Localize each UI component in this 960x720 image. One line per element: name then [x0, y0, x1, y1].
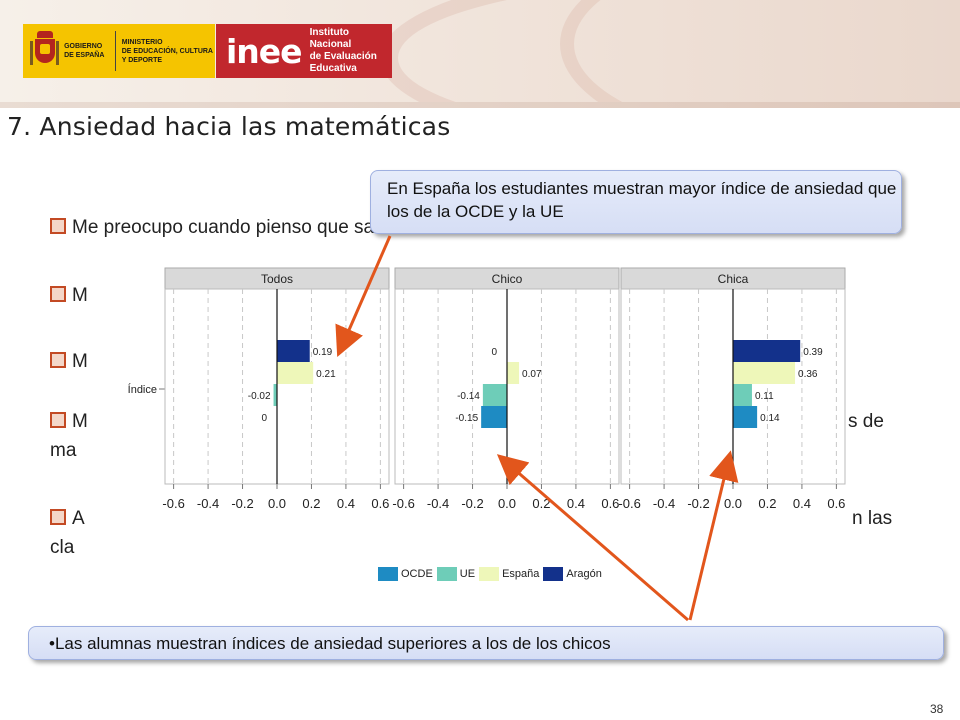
legend-label: OCDE [401, 568, 433, 580]
bullet-item: M [50, 285, 88, 307]
legend-swatch [436, 567, 457, 581]
data-label: 0.14 [760, 413, 780, 424]
bar-ue [482, 384, 507, 406]
data-label: -0.02 [248, 391, 271, 402]
bullet-text: A [72, 508, 85, 529]
bar-españa [507, 362, 520, 384]
chart-canvas: Índice Todos -0.6 -0.4 -0.2 0.0 0.2 0.4 0.6 0.19 0… [128, 267, 846, 511]
x-tick-label: -0.2 [461, 496, 483, 511]
bullet-continuation: cla [50, 537, 75, 558]
x-tick-label: -0.2 [687, 496, 709, 511]
bullet-item: M [50, 411, 88, 433]
x-tick-label: -0.6 [162, 496, 184, 511]
bar-ocde [733, 406, 758, 428]
x-tick-label: -0.4 [653, 496, 675, 511]
inee-logo: inee Instituto Nacional de Evaluación Ed… [216, 24, 392, 78]
government-logo: GOBIERNO DE ESPAÑA MINISTERIO DE EDUCACI… [23, 24, 215, 78]
x-tick-label: 0.6 [371, 496, 389, 511]
legend-label: España [502, 568, 540, 580]
header-banner: GOBIERNO DE ESPAÑA MINISTERIO DE EDUCACI… [0, 0, 960, 102]
data-label: 0 [261, 413, 267, 424]
data-label: 0 [491, 347, 497, 358]
bar-ocde [481, 406, 507, 428]
callout-gender-comparison: •Las alumnas muestran índices de ansieda… [28, 626, 944, 660]
bar-españa [733, 362, 796, 384]
bullet-square-icon [50, 218, 66, 234]
bullet-text: M [72, 351, 88, 372]
x-tick-label: 0.0 [498, 496, 516, 511]
legend-swatch [378, 567, 398, 581]
panel-title: Chica [718, 272, 749, 286]
x-tick-label: -0.4 [427, 496, 449, 511]
data-label: -0.14 [457, 391, 480, 402]
bullet-continuation: ma [50, 440, 77, 461]
bullet-continuation: s de [848, 411, 884, 432]
x-tick-label: 0.2 [758, 496, 776, 511]
x-tick-label: 0.0 [268, 496, 286, 511]
x-tick-label: 0.6 [601, 496, 619, 511]
x-tick-label: -0.2 [231, 496, 253, 511]
callout-spain-comparison: En España los estudiantes muestran mayor… [370, 170, 902, 234]
x-tick-label: 0.4 [567, 496, 585, 511]
legend-item: España [479, 567, 539, 581]
bar-ue [733, 384, 752, 406]
bullet-text: M [72, 411, 88, 432]
legend-swatch [479, 567, 500, 581]
legend-item: UE [436, 567, 476, 581]
x-tick-label: 0.4 [337, 496, 355, 511]
data-label: 0.19 [313, 347, 333, 358]
anxiety-index-chart: Índice Todos -0.6 -0.4 -0.2 0.0 0.2 0.4 0.6 0.19 0… [108, 262, 850, 592]
bullet-square-icon [50, 352, 66, 368]
header-decoration [560, 0, 960, 102]
legend-item: OCDE [378, 567, 433, 581]
x-tick-label: 0.0 [724, 496, 742, 511]
bar-españa [277, 362, 314, 384]
x-tick-label: 0.6 [827, 496, 845, 511]
panel-title: Chico [492, 272, 523, 286]
panel-title: Todos [261, 272, 293, 286]
header-divider [0, 102, 960, 108]
x-tick-label: -0.6 [392, 496, 414, 511]
bar-aragón [277, 340, 310, 362]
data-label: 0.07 [522, 369, 542, 380]
inee-label: Instituto Nacional de Evaluación Educati… [309, 27, 377, 74]
ministry-label: MINISTERIO DE EDUCACIÓN, CULTURA Y DEPOR… [121, 38, 213, 64]
legend-label: UE [459, 568, 476, 580]
logo-divider [114, 31, 116, 71]
data-label: 0.21 [316, 369, 336, 380]
bar-aragón [733, 340, 801, 362]
bullet-item: M [50, 351, 88, 373]
slide-title: 7. Ansiedad hacia las matemáticas [7, 112, 451, 141]
data-label: 0.11 [755, 391, 774, 402]
chart-legend: OCDE UE España Aragón [378, 567, 606, 581]
inee-wordmark: inee [226, 31, 303, 71]
bullet-continuation: n las [852, 508, 893, 529]
bullet-text: M [72, 285, 88, 306]
bullet-item: A [50, 508, 85, 530]
bullet-square-icon [50, 412, 66, 428]
bullet-square-icon [50, 286, 66, 302]
data-label: 0.36 [798, 369, 818, 380]
data-label: 0.39 [803, 347, 823, 358]
bar-ue [273, 384, 277, 406]
x-tick-label: 0.2 [302, 496, 320, 511]
spain-crest-icon [29, 31, 60, 71]
legend-label: Aragón [566, 568, 602, 580]
legend-swatch [543, 567, 564, 581]
x-tick-label: -0.4 [197, 496, 219, 511]
government-label: GOBIERNO DE ESPAÑA [64, 43, 105, 59]
page-number: 38 [930, 702, 944, 716]
x-tick-label: 0.2 [532, 496, 550, 511]
bullet-square-icon [50, 509, 66, 525]
legend-item: Aragón [543, 567, 602, 581]
category-label: Índice [128, 383, 157, 396]
x-tick-label: -0.6 [618, 496, 640, 511]
data-label: -0.15 [455, 413, 478, 424]
x-tick-label: 0.4 [793, 496, 811, 511]
